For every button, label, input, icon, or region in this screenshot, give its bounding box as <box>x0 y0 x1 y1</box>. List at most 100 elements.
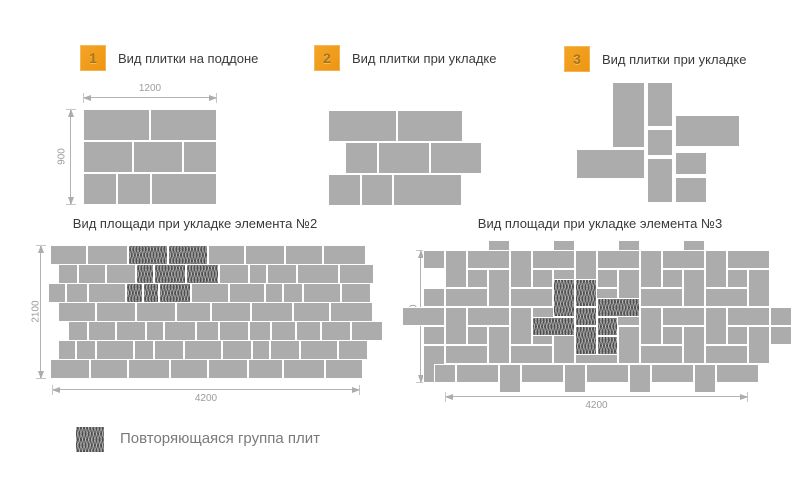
legend: Повторяющаяся группа плит <box>75 420 475 465</box>
paver-tile <box>531 250 575 270</box>
pallet-width-dimension-label: 1200 <box>138 83 162 94</box>
diagram-area-element-3: 2100 4200 <box>395 238 800 423</box>
paver-tile <box>136 302 176 322</box>
paver-tile <box>351 321 383 341</box>
paver-tile <box>303 283 341 303</box>
paver-tile <box>694 364 716 393</box>
paver-tile <box>647 82 673 127</box>
area-2-title: Вид площади при укладке элемента №2 <box>72 216 318 231</box>
paver-tile <box>78 264 106 284</box>
paver-tile <box>715 364 760 384</box>
paver-tile <box>265 283 283 303</box>
paver-tile <box>704 288 749 308</box>
paver-tile <box>58 340 76 360</box>
paver-tile <box>509 345 554 365</box>
paver-tile <box>639 288 684 308</box>
paver-tile <box>285 245 323 265</box>
paver-tile <box>96 340 134 360</box>
paver-tile <box>211 302 251 322</box>
paver-tile <box>283 359 325 379</box>
repeat-group-tile <box>574 326 597 355</box>
paver-tile <box>393 174 462 206</box>
diagram-laying-element-2 <box>300 85 500 215</box>
paver-tile <box>488 269 510 308</box>
paver-tile <box>208 359 248 379</box>
area-3-title: Вид площади при укладке элемента №3 <box>477 216 723 231</box>
pallet-width-dimension-line <box>83 93 217 103</box>
pallet-height-dimension-line <box>66 109 76 205</box>
paver-tile <box>222 340 252 360</box>
step-2-label: Вид плитки при укладке <box>352 51 497 66</box>
paver-tile <box>283 283 303 303</box>
paver-tile <box>434 364 456 384</box>
paver-tile <box>83 141 133 173</box>
paver-tile <box>661 269 684 289</box>
step-1-badge: 1 <box>80 45 106 71</box>
paver-tile <box>323 245 366 265</box>
paver-tile <box>675 115 740 147</box>
paver-tile <box>509 307 532 346</box>
paver-tile <box>704 345 749 365</box>
paver-tile <box>83 109 150 141</box>
paver-tile <box>133 141 183 173</box>
paver-tile <box>345 142 378 174</box>
paver-tile <box>128 359 170 379</box>
paver-tile <box>164 321 196 341</box>
paver-tile <box>455 364 500 384</box>
paver-tile <box>248 359 283 379</box>
paver-tile <box>769 307 792 327</box>
repeat-group-tile <box>574 278 597 308</box>
repeat-group-tile <box>128 245 168 265</box>
paver-tile <box>176 302 211 322</box>
paver-tile <box>208 245 245 265</box>
paver-tile <box>509 250 532 289</box>
step-1-label: Вид плитки на поддоне <box>118 51 259 66</box>
paver-tile <box>117 173 151 205</box>
paver-tile <box>252 340 270 360</box>
paver-tile <box>151 173 217 205</box>
paver-tile <box>520 364 565 384</box>
paver-tile <box>83 173 117 205</box>
paver-tile <box>596 269 619 289</box>
paver-tile <box>466 307 510 327</box>
paver-tile <box>639 307 662 346</box>
step-3-badge: 3 <box>564 46 590 72</box>
paver-tile <box>675 177 707 203</box>
paver-tile <box>612 82 645 148</box>
area-3-width-dimension-line <box>445 392 748 402</box>
paver-tile <box>68 321 88 341</box>
step-2-badge: 2 <box>314 45 340 71</box>
paver-tile <box>76 340 96 360</box>
paver-tile <box>445 307 467 346</box>
paver-tile <box>445 250 467 289</box>
repeat-group-tile <box>596 335 619 355</box>
repeat-group-tile <box>126 283 143 303</box>
area-2-height-dimension-label: 2100 <box>30 300 42 323</box>
paver-tile <box>466 269 489 289</box>
legend-repeat-group-swatch <box>75 426 105 453</box>
repeat-group-tile <box>596 316 619 336</box>
legend-label: Повторяющаяся группа плит <box>120 430 320 447</box>
repeat-group-tile <box>186 264 219 284</box>
paver-tile <box>296 321 321 341</box>
paver-tile <box>397 110 463 142</box>
paver-tile <box>704 250 727 289</box>
paver-tile <box>88 321 116 341</box>
step-3-label: Вид плитки при укладке <box>602 52 747 67</box>
paver-tile <box>249 321 271 341</box>
paver-tile <box>639 345 684 365</box>
paver-tile <box>466 326 489 346</box>
paver-tile <box>339 264 374 284</box>
paver-tile <box>661 250 705 270</box>
paver-tile <box>531 269 554 289</box>
pallet-height-dimension-label: 900 <box>56 148 68 165</box>
paver-tile <box>134 340 154 360</box>
paver-tile <box>683 269 705 308</box>
paver-tile <box>50 359 90 379</box>
paver-tile <box>50 245 87 265</box>
repeat-group-tile <box>531 316 575 336</box>
paver-tile <box>219 264 249 284</box>
paver-tile <box>445 288 489 308</box>
repeat-group-tile <box>136 264 154 284</box>
paver-tile <box>564 364 586 393</box>
